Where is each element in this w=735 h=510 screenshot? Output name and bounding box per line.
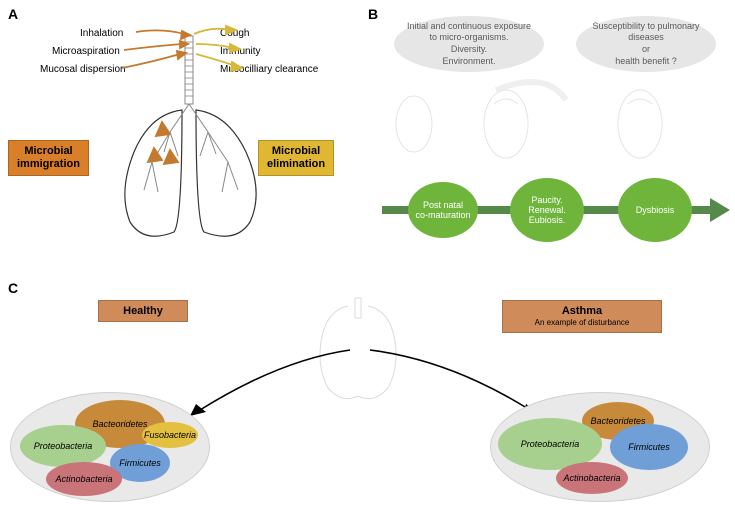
healthy-phylum-actinobacteria: Actinobacteria: [46, 462, 122, 496]
asthma-title: Asthma: [511, 305, 653, 318]
susceptibility-bubble: Susceptibility to pulmonary diseases or …: [576, 16, 716, 72]
timeline-node-1: Paucity. Renewal. Eubiosis.: [510, 178, 584, 242]
panel-c-label: C: [8, 280, 18, 296]
healthy-phylum-fusobacteria: Fusobacteria: [142, 422, 198, 448]
panel-b-label: B: [368, 6, 378, 22]
timeline-node-0: Post natal co-maturation: [408, 182, 478, 238]
panel-a-label: A: [8, 6, 18, 22]
lungs-diagram-a: [100, 22, 320, 252]
healthy-badge: Healthy: [98, 300, 188, 322]
organ-silhouettes: [386, 74, 716, 184]
exposure-bubble: Initial and continuous exposure to micro…: [394, 16, 544, 72]
asthma-phylum-actinobacteria: Actinobacteria: [556, 462, 628, 494]
asthma-subtitle: An example of disturbance: [511, 318, 653, 328]
microbial-immigration-badge: Microbial immigration: [8, 140, 89, 176]
timeline-node-2: Dysbiosis: [618, 178, 692, 242]
healthy-phylum-proteobacteria: Proteobacteria: [20, 425, 106, 467]
branch-arrows: [160, 340, 560, 430]
asthma-badge: Asthma An example of disturbance: [502, 300, 662, 333]
asthma-phylum-firmicutes: Firmicutes: [610, 424, 688, 470]
